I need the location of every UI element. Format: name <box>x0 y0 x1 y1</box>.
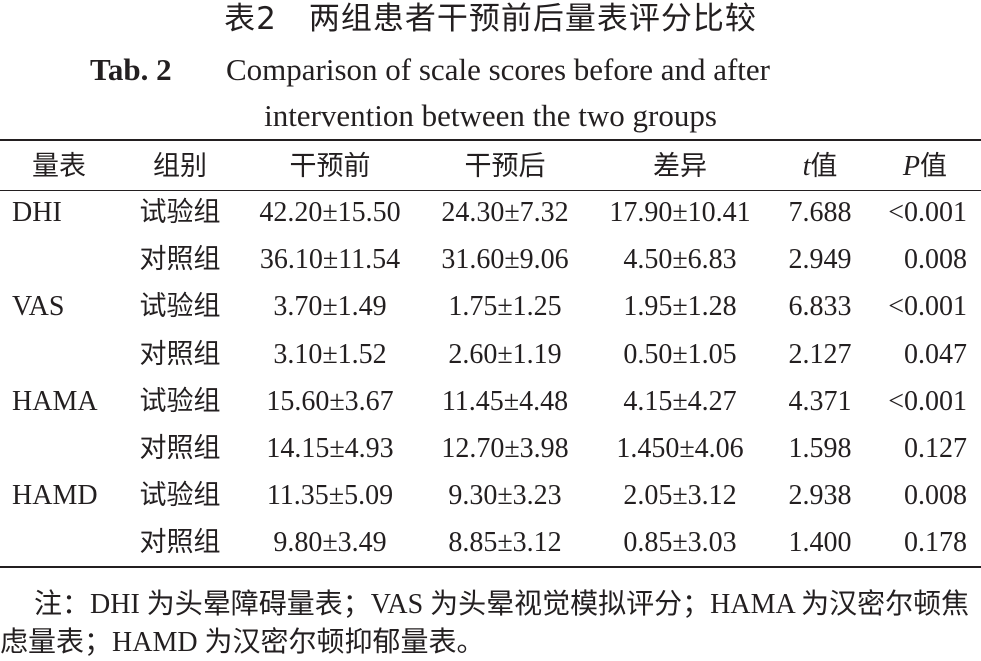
bottom-rule <box>0 566 981 568</box>
table-cell: 6.833 <box>788 291 852 323</box>
table-cell: 24.30±7.32 <box>441 197 569 228</box>
table-cell: 31.60±9.06 <box>441 244 569 276</box>
header-suffix: 值 <box>810 151 838 182</box>
table-cell: 4.50±6.83 <box>623 244 737 276</box>
scale-name: DHI <box>12 197 62 228</box>
scale-name: HAMD <box>12 480 98 512</box>
header-rule <box>0 190 981 191</box>
group-name: 对照组 <box>139 244 221 276</box>
group-name: 对照组 <box>139 338 221 370</box>
table-cell: 4.15±4.27 <box>623 385 737 417</box>
note: 注：DHI 为头晕障碍量表；VAS 为头晕视觉模拟评分；HAMA 为汉密尔顿焦虑… <box>0 589 970 658</box>
table-cell: 3.70±1.49 <box>273 291 387 323</box>
top-rule <box>0 139 981 141</box>
table-cell: 2.05±3.12 <box>623 480 737 512</box>
table-cell: 0.008 <box>904 480 967 512</box>
table-cell: <0.001 <box>888 385 967 417</box>
group-name: 试验组 <box>139 385 221 417</box>
table-cell: 9.30±3.23 <box>448 480 562 512</box>
table-cell: 3.10±1.52 <box>273 338 387 370</box>
table-cell: 8.85±3.12 <box>448 527 562 559</box>
group-name: 试验组 <box>139 480 221 512</box>
table-cell: 0.127 <box>904 433 967 464</box>
title-cn: 表2 两组患者干预前后量表评分比较 <box>224 1 757 37</box>
table-cell: 11.45±4.48 <box>441 385 569 417</box>
table-cell: 2.127 <box>788 338 852 370</box>
table-cell: 4.371 <box>788 385 852 417</box>
table-cell: 2.60±1.19 <box>448 338 562 370</box>
table-cell: 11.35±5.09 <box>266 480 394 512</box>
scale-name: VAS <box>12 291 65 323</box>
table-cell: 17.90±10.41 <box>609 197 751 228</box>
table-cell: 36.10±11.54 <box>259 244 401 276</box>
header-cell: P值 <box>903 153 947 181</box>
title-en: intervention between the two groups <box>264 98 717 133</box>
group-name: 试验组 <box>139 291 221 323</box>
header-suffix: 值 <box>920 151 947 182</box>
table-cell: 1.598 <box>788 433 852 464</box>
table-cell: 7.688 <box>788 197 852 228</box>
header-cell: 差异 <box>653 151 707 182</box>
header-cell: 干预前 <box>289 151 371 182</box>
table-cell: 0.047 <box>904 338 967 370</box>
table-cell: 0.85±3.03 <box>623 527 737 559</box>
table-cell: 0.50±1.05 <box>623 338 737 370</box>
group-name: 对照组 <box>139 527 221 559</box>
group-name: 试验组 <box>139 197 221 228</box>
table-cell: 1.95±1.28 <box>623 291 737 323</box>
table-cell: 2.938 <box>788 480 852 512</box>
header-cell: 量表 <box>32 151 86 182</box>
group-name: 对照组 <box>139 433 221 464</box>
table-label: Tab. 2 <box>90 52 172 87</box>
table-cell: 1.75±1.25 <box>448 291 562 323</box>
table-cell: 1.450±4.06 <box>616 433 744 464</box>
table-cell: 0.178 <box>904 527 967 559</box>
table-cell: <0.001 <box>888 291 967 323</box>
table-cell: 1.400 <box>788 527 852 559</box>
table-cell: 2.949 <box>788 244 852 276</box>
header-cell: 组别 <box>153 151 207 182</box>
table-cell: 12.70±3.98 <box>441 433 569 464</box>
table-cell: 15.60±3.67 <box>266 385 394 417</box>
title-en: Comparison of scale scores before and af… <box>226 52 770 87</box>
header-cell: 干预后 <box>464 151 546 182</box>
header-var: P <box>902 151 920 182</box>
header-cell: t值 <box>670 153 970 181</box>
scale-name: HAMA <box>12 385 98 417</box>
table-cell: 0.008 <box>904 244 967 276</box>
header-var: t <box>802 151 811 182</box>
table-cell: 9.80±3.49 <box>273 527 387 559</box>
table-cell: 14.15±4.93 <box>266 433 394 464</box>
table-cell: <0.001 <box>888 197 967 228</box>
table-cell: 42.20±15.50 <box>259 197 401 228</box>
